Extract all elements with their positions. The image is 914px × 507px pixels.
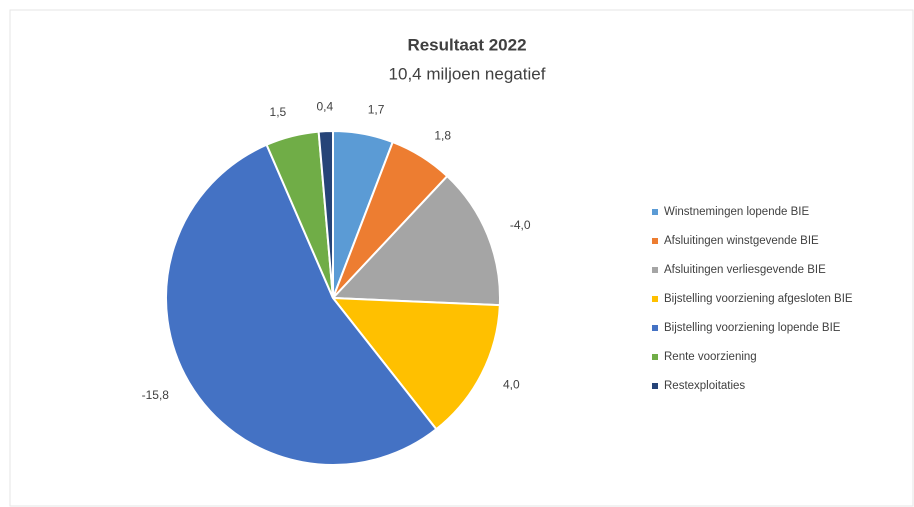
data-label: -15,8 bbox=[142, 388, 170, 402]
data-label: -4,0 bbox=[510, 218, 531, 232]
legend-label: Rente voorziening bbox=[664, 351, 757, 363]
legend-label: Bijstelling voorziening lopende BIE bbox=[664, 322, 841, 334]
legend-label: Afsluitingen verliesgevende BIE bbox=[664, 264, 826, 276]
legend-swatch bbox=[652, 325, 658, 331]
pie-slice bbox=[165, 143, 438, 466]
legend-swatch bbox=[652, 354, 658, 360]
data-label: 1,8 bbox=[434, 128, 451, 142]
legend-label: Winstnemingen lopende BIE bbox=[664, 206, 809, 218]
legend-swatch bbox=[652, 296, 658, 302]
data-label: 1,5 bbox=[270, 105, 287, 119]
legend-label: Afsluitingen winstgevende BIE bbox=[664, 235, 819, 247]
legend-swatch bbox=[652, 209, 658, 215]
pie-slice bbox=[330, 296, 501, 431]
legend-label: Restexploitaties bbox=[664, 380, 745, 392]
legend-label: Bijstelling voorziening afgesloten BIE bbox=[664, 293, 853, 305]
chart-title: Resultaat 2022 bbox=[407, 35, 526, 54]
legend-swatch bbox=[652, 238, 658, 244]
data-label: 0,4 bbox=[316, 99, 333, 113]
legend-swatch bbox=[652, 267, 658, 273]
chart-frame bbox=[9, 9, 914, 507]
pie-slice bbox=[330, 174, 501, 307]
legend-swatch bbox=[652, 383, 658, 389]
chart-subtitle: 10,4 miljoen negatief bbox=[389, 64, 546, 83]
data-label: 1,7 bbox=[368, 102, 385, 116]
data-label: 4,0 bbox=[503, 377, 520, 391]
pie-slice bbox=[317, 129, 334, 299]
